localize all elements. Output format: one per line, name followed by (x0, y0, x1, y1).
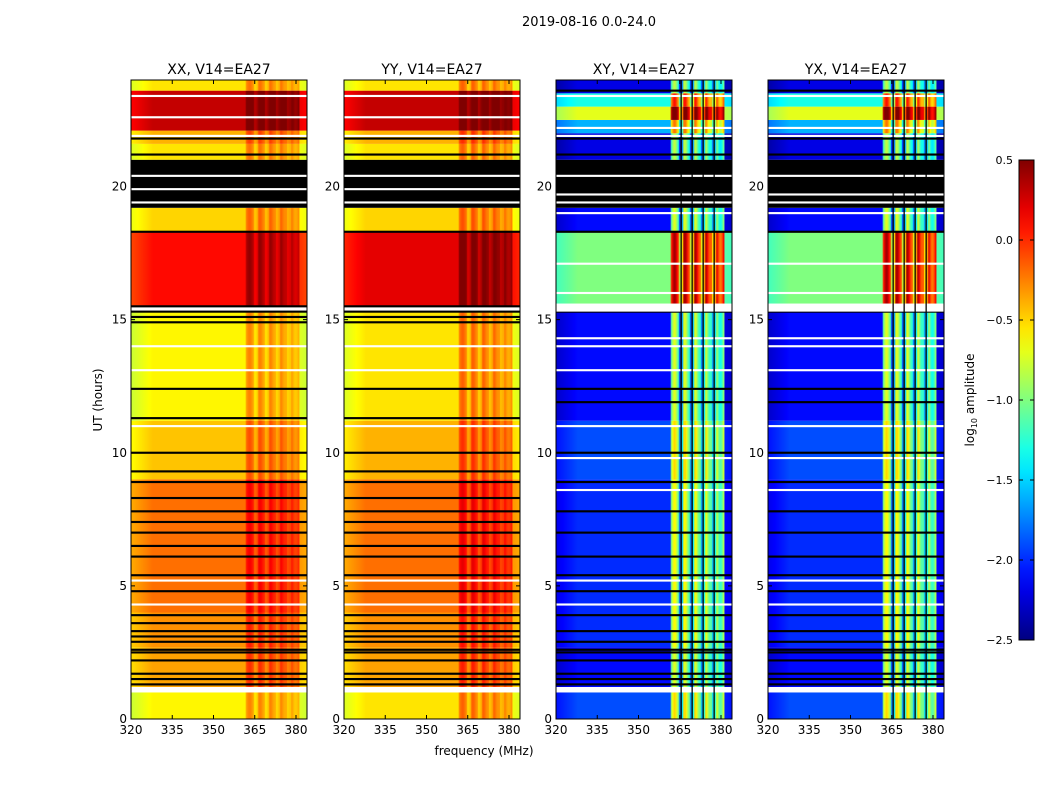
figure: 2019-08-16 0.0-24.0 frequency (MHz) UT (… (0, 0, 1050, 800)
chart-canvas: 2019-08-16 0.0-24.0 frequency (MHz) UT (… (0, 0, 1050, 800)
